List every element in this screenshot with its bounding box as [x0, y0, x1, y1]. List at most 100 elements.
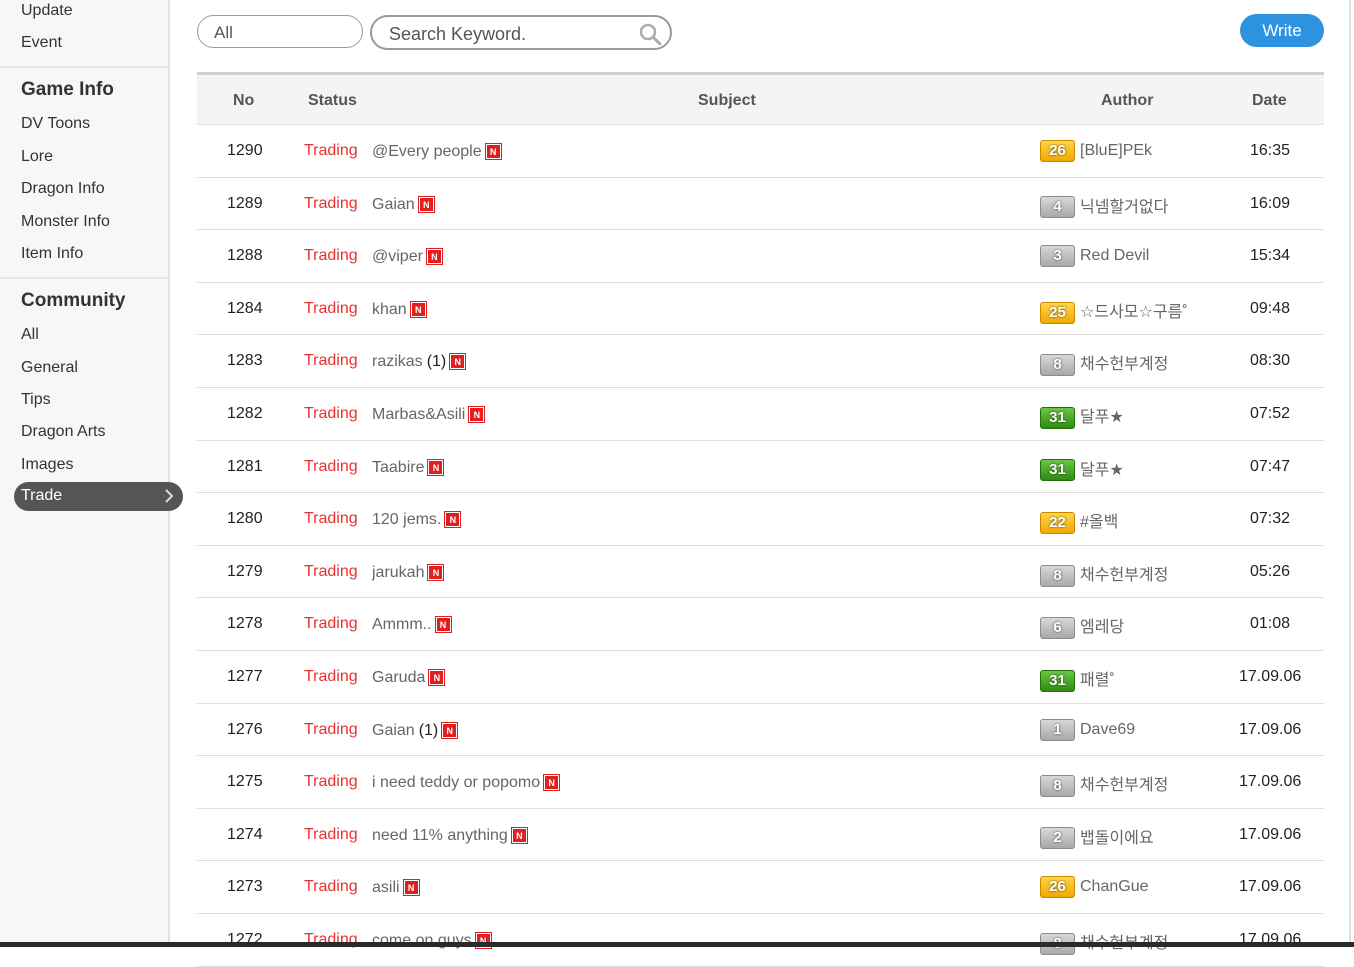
status-label[interactable]: Trading [304, 404, 358, 422]
table-row[interactable]: 1288 Trading @viper N 3 Red Devil 15:34 [197, 230, 1324, 283]
post-author[interactable]: 2 뱁돌이에요 [1040, 824, 1154, 850]
table-row[interactable]: 1280 Trading 120 jems. N 22 #올백 07:32 [197, 493, 1324, 546]
sidebar-item-all[interactable]: All [21, 326, 39, 343]
post-subject-link[interactable]: asili N [372, 879, 420, 897]
table-row[interactable]: 1279 Trading jarukah N 8 채수헌부계정 05:26 [197, 546, 1324, 599]
table-row[interactable]: 1289 Trading Gaian N 4 닉넴할거없다 16:09 [197, 178, 1324, 231]
post-subject-link[interactable]: Garuda N [372, 668, 446, 687]
window-bottom-edge [0, 942, 1354, 947]
level-badge: 8 [1040, 564, 1075, 587]
post-author[interactable]: 31 패렬˚ [1040, 666, 1115, 692]
status-label[interactable]: Trading [304, 457, 358, 475]
sidebar-item-dragon-info[interactable]: Dragon Info [21, 180, 105, 197]
status-label[interactable]: Trading [304, 667, 358, 685]
post-author[interactable]: 26 [BluE]PEk [1040, 140, 1152, 162]
post-subject-link[interactable]: 120 jems. N [372, 511, 462, 529]
search-icon[interactable] [638, 22, 662, 46]
post-author[interactable]: 8 채수헌부계정 [1040, 350, 1168, 377]
new-badge-icon: N [543, 774, 561, 792]
content-border [1349, 0, 1351, 947]
post-author[interactable]: 4 닉넴할거없다 [1040, 193, 1168, 219]
post-author[interactable]: 6 엠레당 [1040, 613, 1124, 640]
comment-count: (1) [418, 721, 439, 739]
post-subject-link[interactable]: @viper N [372, 248, 443, 266]
sidebar-item-event[interactable]: Event [21, 34, 62, 51]
post-author[interactable]: 25 ☆드사모☆구름˚ [1040, 298, 1188, 324]
sidebar-item-monster-info[interactable]: Monster Info [21, 213, 110, 230]
post-subject-link[interactable]: khan N [372, 300, 427, 319]
table-body: 1290 Trading @Every people N 26 [BluE]PEk 16:3… [197, 125, 1324, 967]
post-subject: @Every people [372, 143, 482, 160]
status-label[interactable]: Trading [304, 773, 358, 791]
category-filter-select[interactable]: All [197, 15, 363, 48]
sidebar-item-images[interactable]: Images [21, 456, 74, 473]
post-author[interactable]: 8 채수헌부계정 [1040, 561, 1168, 587]
table-row[interactable]: 1282 Trading Marbas&Asili N 31 달푸★ 07:52 [197, 388, 1324, 441]
status-label[interactable]: Trading [304, 825, 358, 843]
post-subject-link[interactable]: Marbas&Asili N [372, 405, 486, 424]
sidebar-item-trade[interactable]: Trade [14, 482, 183, 511]
post-author[interactable]: 3 Red Devil [1040, 245, 1149, 268]
post-subject-link[interactable]: Taabire N [372, 458, 445, 477]
post-subject-link[interactable]: Gaian N [372, 195, 435, 214]
status-label[interactable]: Trading [304, 562, 358, 580]
post-author[interactable]: 1 Dave69 [1040, 718, 1135, 741]
status-label[interactable]: Trading [304, 615, 358, 633]
table-row[interactable]: 1275 Trading i need teddy or popomo N 8 채수헌부계… [197, 756, 1324, 809]
new-badge-icon: N [441, 721, 459, 739]
new-badge-icon: N [468, 405, 486, 423]
post-number: 1283 [227, 352, 263, 370]
table-row[interactable]: 1283 Trading razikas (1) N 8 채수헌부계정 08:30 [197, 335, 1324, 388]
table-row[interactable]: 1284 Trading khan N 25 ☆드사모☆구름˚ 09:48 [197, 283, 1324, 336]
post-subject-link[interactable]: Ammm.. N [372, 616, 452, 634]
sidebar-item-dv-toons[interactable]: DV Toons [21, 115, 91, 132]
comment-count: (1) [426, 353, 447, 371]
table-row[interactable]: 1276 Trading Gaian (1) N 1 Dave69 17.09.06 [197, 704, 1324, 757]
new-badge-icon: N [427, 563, 445, 581]
post-subject-link[interactable]: @Every people N [372, 143, 502, 161]
table-row[interactable]: 1277 Trading Garuda N 31 패렬˚ 17.09.06 [197, 651, 1324, 704]
sidebar-item-dragon-arts[interactable]: Dragon Arts [21, 423, 106, 440]
post-author[interactable]: 31 달푸★ [1040, 403, 1124, 429]
search-input[interactable] [387, 21, 631, 47]
sidebar-item-general[interactable]: General [21, 359, 78, 376]
post-subject-link[interactable]: razikas (1) N [372, 353, 467, 371]
table-row[interactable]: 1278 Trading Ammm.. N 6 엠레당 01:08 [197, 598, 1324, 651]
table-row[interactable]: 1273 Trading asili N 26 ChanGue 17.09.06 [197, 861, 1324, 914]
status-label[interactable]: Trading [304, 878, 358, 896]
post-subject-link[interactable]: jarukah N [372, 563, 445, 582]
sidebar-divider [0, 277, 168, 279]
table-row[interactable]: 1290 Trading @Every people N 26 [BluE]PEk 16:3… [197, 125, 1324, 178]
status-label[interactable]: Trading [304, 352, 358, 370]
status-label[interactable]: Trading [304, 510, 358, 528]
post-author[interactable]: 26 ChanGue [1040, 876, 1149, 899]
status-label[interactable]: Trading [304, 299, 358, 317]
post-subject-link[interactable]: Gaian (1) N [372, 721, 459, 740]
post-number: 1280 [227, 510, 263, 528]
post-author[interactable]: 8 채수헌부계정 [1040, 771, 1168, 797]
table-row[interactable]: 1274 Trading need 11% anything N 2 뱁돌이에요 17.09… [197, 809, 1324, 862]
post-subject: Ammm.. [372, 616, 432, 634]
author-name: 달푸★ [1080, 408, 1124, 426]
post-author[interactable]: 31 달푸★ [1040, 456, 1124, 482]
write-button[interactable]: Write [1240, 14, 1324, 47]
post-subject-link[interactable]: i need teddy or popomo N [372, 774, 561, 792]
status-label[interactable]: Trading [304, 194, 358, 212]
sidebar-item-item-info[interactable]: Item Info [21, 245, 84, 262]
sidebar-item-lore[interactable]: Lore [21, 148, 54, 165]
status-label[interactable]: Trading [304, 247, 358, 265]
sidebar-item-tips[interactable]: Tips [21, 391, 51, 408]
level-badge: 31 [1040, 669, 1075, 692]
status-label[interactable]: Trading [304, 720, 358, 738]
status-label[interactable]: Trading [304, 142, 358, 159]
sidebar-item-update[interactable]: Update [21, 2, 73, 19]
post-subject-link[interactable]: come on guys N [372, 931, 492, 950]
new-badge-icon: N [484, 143, 502, 160]
post-subject: khan [372, 300, 407, 318]
level-badge: 6 [1040, 617, 1075, 640]
table-row[interactable]: 1281 Trading Taabire N 31 달푸★ 07:47 [197, 441, 1324, 494]
post-author[interactable]: 22 #올백 [1040, 508, 1118, 534]
post-subject: razikas [372, 353, 423, 371]
post-subject-link[interactable]: need 11% anything N [372, 826, 528, 845]
